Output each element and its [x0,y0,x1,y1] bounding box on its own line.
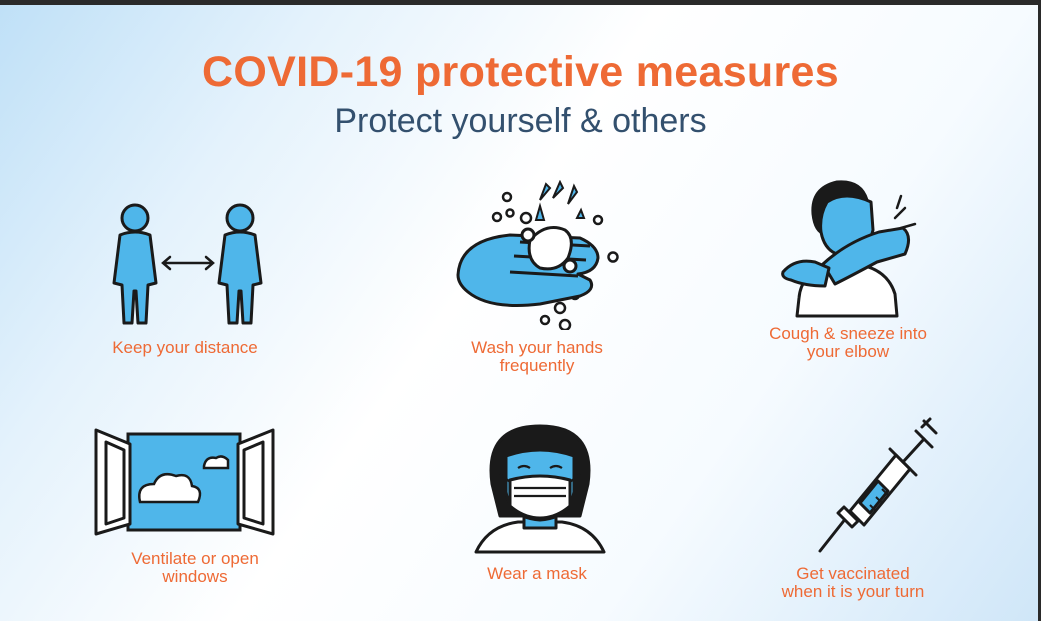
caption-cough-elbow: Cough & sneeze into your elbow [769,324,927,361]
caption-wash-hands: Wash your hands frequently [471,338,603,375]
page-subtitle: Protect yourself & others [334,102,707,140]
face-mask-icon [474,424,606,554]
social-distance-icon [112,203,263,325]
caption-wear-mask: Wear a mask [487,564,587,583]
cough-into-elbow-icon [781,180,917,318]
page-title: COVID-19 protective measures [202,48,839,96]
syringe-icon [818,417,938,553]
caption-get-vaccinated: Get vaccinated when it is your turn [781,564,925,601]
open-window-icon [94,428,275,536]
hand-washing-icon [456,180,619,330]
caption-ventilate: Ventilate or open windows [131,549,259,586]
right-border [1038,0,1041,621]
caption-keep-distance: Keep your distance [112,338,258,357]
top-border [0,0,1041,5]
